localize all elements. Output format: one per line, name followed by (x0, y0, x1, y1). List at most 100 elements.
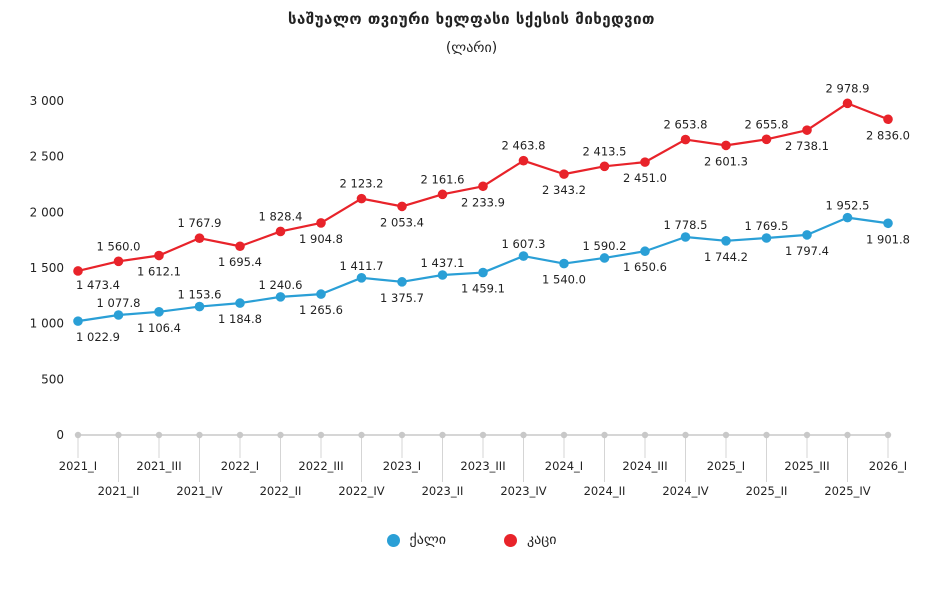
data-point (559, 169, 569, 179)
data-label: 2 161.6 (421, 172, 465, 186)
y-tick-label: 0 (56, 428, 64, 442)
x-tick-label: 2022_IV (338, 484, 384, 498)
baseline-point (601, 431, 608, 439)
y-tick-label: 1 000 (30, 317, 64, 331)
y-tick-label: 2 000 (30, 205, 64, 219)
baseline-point (722, 431, 730, 439)
baseline-point (520, 431, 527, 439)
data-point (397, 201, 407, 212)
data-point (154, 250, 164, 261)
data-point (478, 267, 488, 278)
data-point (802, 125, 812, 135)
x-tick-label: 2023_IV (500, 484, 546, 498)
data-point (883, 218, 893, 229)
data-label: 2 451.0 (623, 171, 667, 185)
data-point (275, 226, 286, 237)
data-label: 2 413.5 (583, 144, 627, 158)
baseline-point (682, 431, 689, 439)
baseline-point (196, 431, 203, 439)
data-label: 1 184.8 (218, 312, 262, 326)
data-label: 1 952.5 (826, 199, 870, 213)
legend-marker-women (386, 533, 400, 547)
x-tick-label: 2021_IV (176, 484, 222, 498)
x-tick-label: 2021_II (98, 484, 140, 498)
data-point (437, 189, 448, 200)
data-point (316, 289, 326, 299)
legend: ქალი კაცი (0, 532, 943, 548)
x-tick-label: 2025_IV (824, 484, 870, 498)
x-tick-label: 2024_II (584, 484, 626, 498)
x-tick-label: 2026_I (869, 459, 907, 473)
baseline-point (884, 431, 892, 439)
baseline-point (560, 431, 568, 439)
data-label: 1 904.8 (299, 232, 343, 246)
data-label: 1 650.6 (623, 260, 667, 274)
x-tick-label: 2024_I (545, 459, 583, 473)
chart-title: საშუალო თვიური ხელფასი სქესის მიხედვით (288, 10, 655, 28)
data-point (194, 233, 205, 243)
data-point (73, 316, 83, 326)
data-point (478, 181, 488, 192)
data-label: 1 797.4 (785, 244, 829, 258)
data-label: 1 540.0 (542, 273, 586, 287)
data-label: 1 240.6 (259, 278, 303, 292)
data-point (73, 266, 83, 276)
data-label: 1 828.4 (259, 209, 303, 223)
data-label: 1 265.6 (299, 303, 343, 317)
data-point (680, 232, 691, 242)
legend-item-men[interactable]: კაცი (503, 532, 556, 548)
data-point (275, 292, 286, 302)
data-point (883, 114, 893, 125)
data-point (761, 233, 772, 243)
data-label: 1 153.6 (178, 288, 222, 302)
baseline-point (317, 431, 325, 439)
baseline-point (803, 431, 811, 439)
legend-item-women[interactable]: ქალი (386, 532, 446, 548)
legend-label-women: ქალი (409, 532, 446, 548)
data-point (356, 193, 367, 204)
data-point (518, 251, 529, 261)
data-point (154, 307, 164, 317)
data-label: 2 123.2 (340, 177, 384, 191)
data-label: 2 738.1 (785, 139, 829, 153)
data-label: 2 053.4 (380, 215, 424, 229)
y-tick-label: 3 000 (30, 94, 64, 108)
x-tick-label: 2023_III (460, 459, 505, 473)
data-point (356, 273, 367, 283)
data-point (559, 258, 569, 269)
data-label: 2 601.3 (704, 154, 748, 168)
baseline-point (277, 431, 284, 439)
x-tick-label: 2024_III (622, 459, 667, 473)
y-tick-label: 500 (41, 372, 64, 386)
x-tick-label: 2024_IV (662, 484, 708, 498)
data-point (721, 140, 731, 151)
data-label: 1 767.9 (178, 216, 222, 230)
data-label: 1 473.4 (76, 278, 120, 292)
baseline-point (74, 431, 82, 439)
data-label: 1 022.9 (76, 330, 120, 344)
data-label: 2 978.9 (826, 81, 870, 95)
baseline-point (844, 431, 851, 439)
data-label: 1 459.1 (461, 282, 505, 296)
chart-subtitle: (ლარი) (445, 40, 498, 56)
x-tick-label: 2023_II (422, 484, 464, 498)
data-point (113, 310, 124, 320)
data-label: 2 836.0 (866, 128, 910, 142)
data-point (397, 277, 407, 287)
baseline-point (763, 431, 770, 439)
data-label: 1 411.7 (340, 259, 384, 273)
data-label: 1 437.1 (421, 256, 465, 270)
data-label: 1 375.7 (380, 291, 424, 305)
x-tick-label: 2025_III (784, 459, 829, 473)
data-point (640, 157, 650, 167)
data-label: 1 106.4 (137, 321, 181, 335)
x-tick-label: 2025_I (707, 459, 745, 473)
data-label: 2 463.8 (502, 139, 546, 153)
data-label: 2 233.9 (461, 195, 505, 209)
x-tick-label: 2022_I (221, 459, 259, 473)
data-label: 2 655.8 (745, 117, 789, 131)
data-point (518, 155, 529, 166)
data-point (599, 253, 610, 263)
y-tick-label: 2 500 (30, 150, 64, 164)
